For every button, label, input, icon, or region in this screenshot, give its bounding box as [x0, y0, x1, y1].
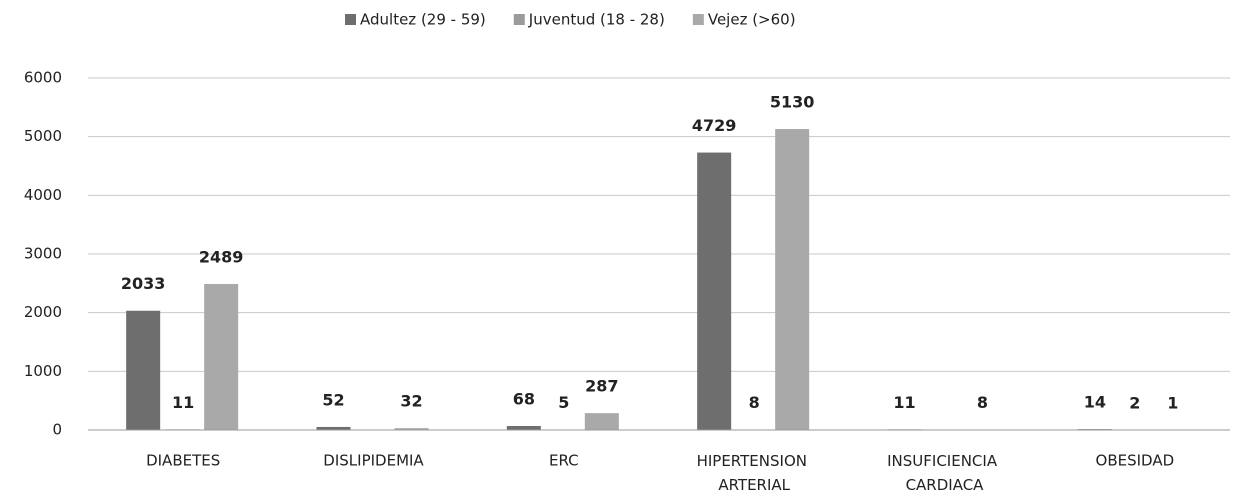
data-label: 11	[893, 393, 915, 412]
data-label: 52	[322, 390, 344, 409]
legend-label: Adultez (29 - 59)	[360, 11, 486, 29]
data-label: 14	[1084, 393, 1106, 412]
data-label: 4729	[692, 116, 737, 135]
data-label: 32	[400, 392, 422, 411]
legend-swatch	[514, 14, 525, 25]
legend-swatch	[693, 14, 704, 25]
bar	[585, 413, 619, 430]
y-tick-label: 4000	[24, 186, 62, 204]
legend-swatch	[345, 14, 356, 25]
data-label: 68	[513, 390, 535, 409]
data-label: 2489	[199, 247, 244, 266]
bar	[204, 284, 238, 430]
data-label: 2033	[121, 274, 166, 293]
x-tick-label: ERC	[549, 452, 579, 470]
bar	[697, 153, 731, 430]
legend-label: Juventud (18 - 28)	[528, 11, 665, 29]
x-tick-label: INSUFICIENCIA CARDIACA	[887, 452, 1002, 494]
y-tick-label: 5000	[24, 127, 62, 145]
data-label: 11	[172, 393, 194, 412]
data-label: 2	[1129, 393, 1140, 412]
x-tick-label: DIABETES	[146, 452, 220, 470]
y-tick-label: 1000	[24, 362, 62, 380]
y-tick-label: 0	[52, 421, 62, 439]
data-label: 287	[585, 377, 618, 396]
data-label: 8	[749, 393, 760, 412]
data-label: 8	[977, 393, 988, 412]
data-label: 1	[1167, 393, 1178, 412]
x-tick-label: DISLIPIDEMIA	[323, 452, 424, 470]
x-tick-label: HIPERTENSION ARTERIAL	[697, 452, 812, 494]
bar	[126, 311, 160, 430]
x-tick-label: OBESIDAD	[1096, 452, 1175, 470]
y-tick-label: 2000	[24, 303, 62, 321]
data-label: 5130	[770, 93, 815, 112]
data-label: 5	[558, 393, 569, 412]
bar	[507, 426, 541, 430]
y-tick-label: 6000	[24, 69, 62, 87]
y-tick-label: 3000	[24, 245, 62, 263]
bar	[775, 129, 809, 430]
legend-label: Vejez (>60)	[708, 11, 796, 29]
